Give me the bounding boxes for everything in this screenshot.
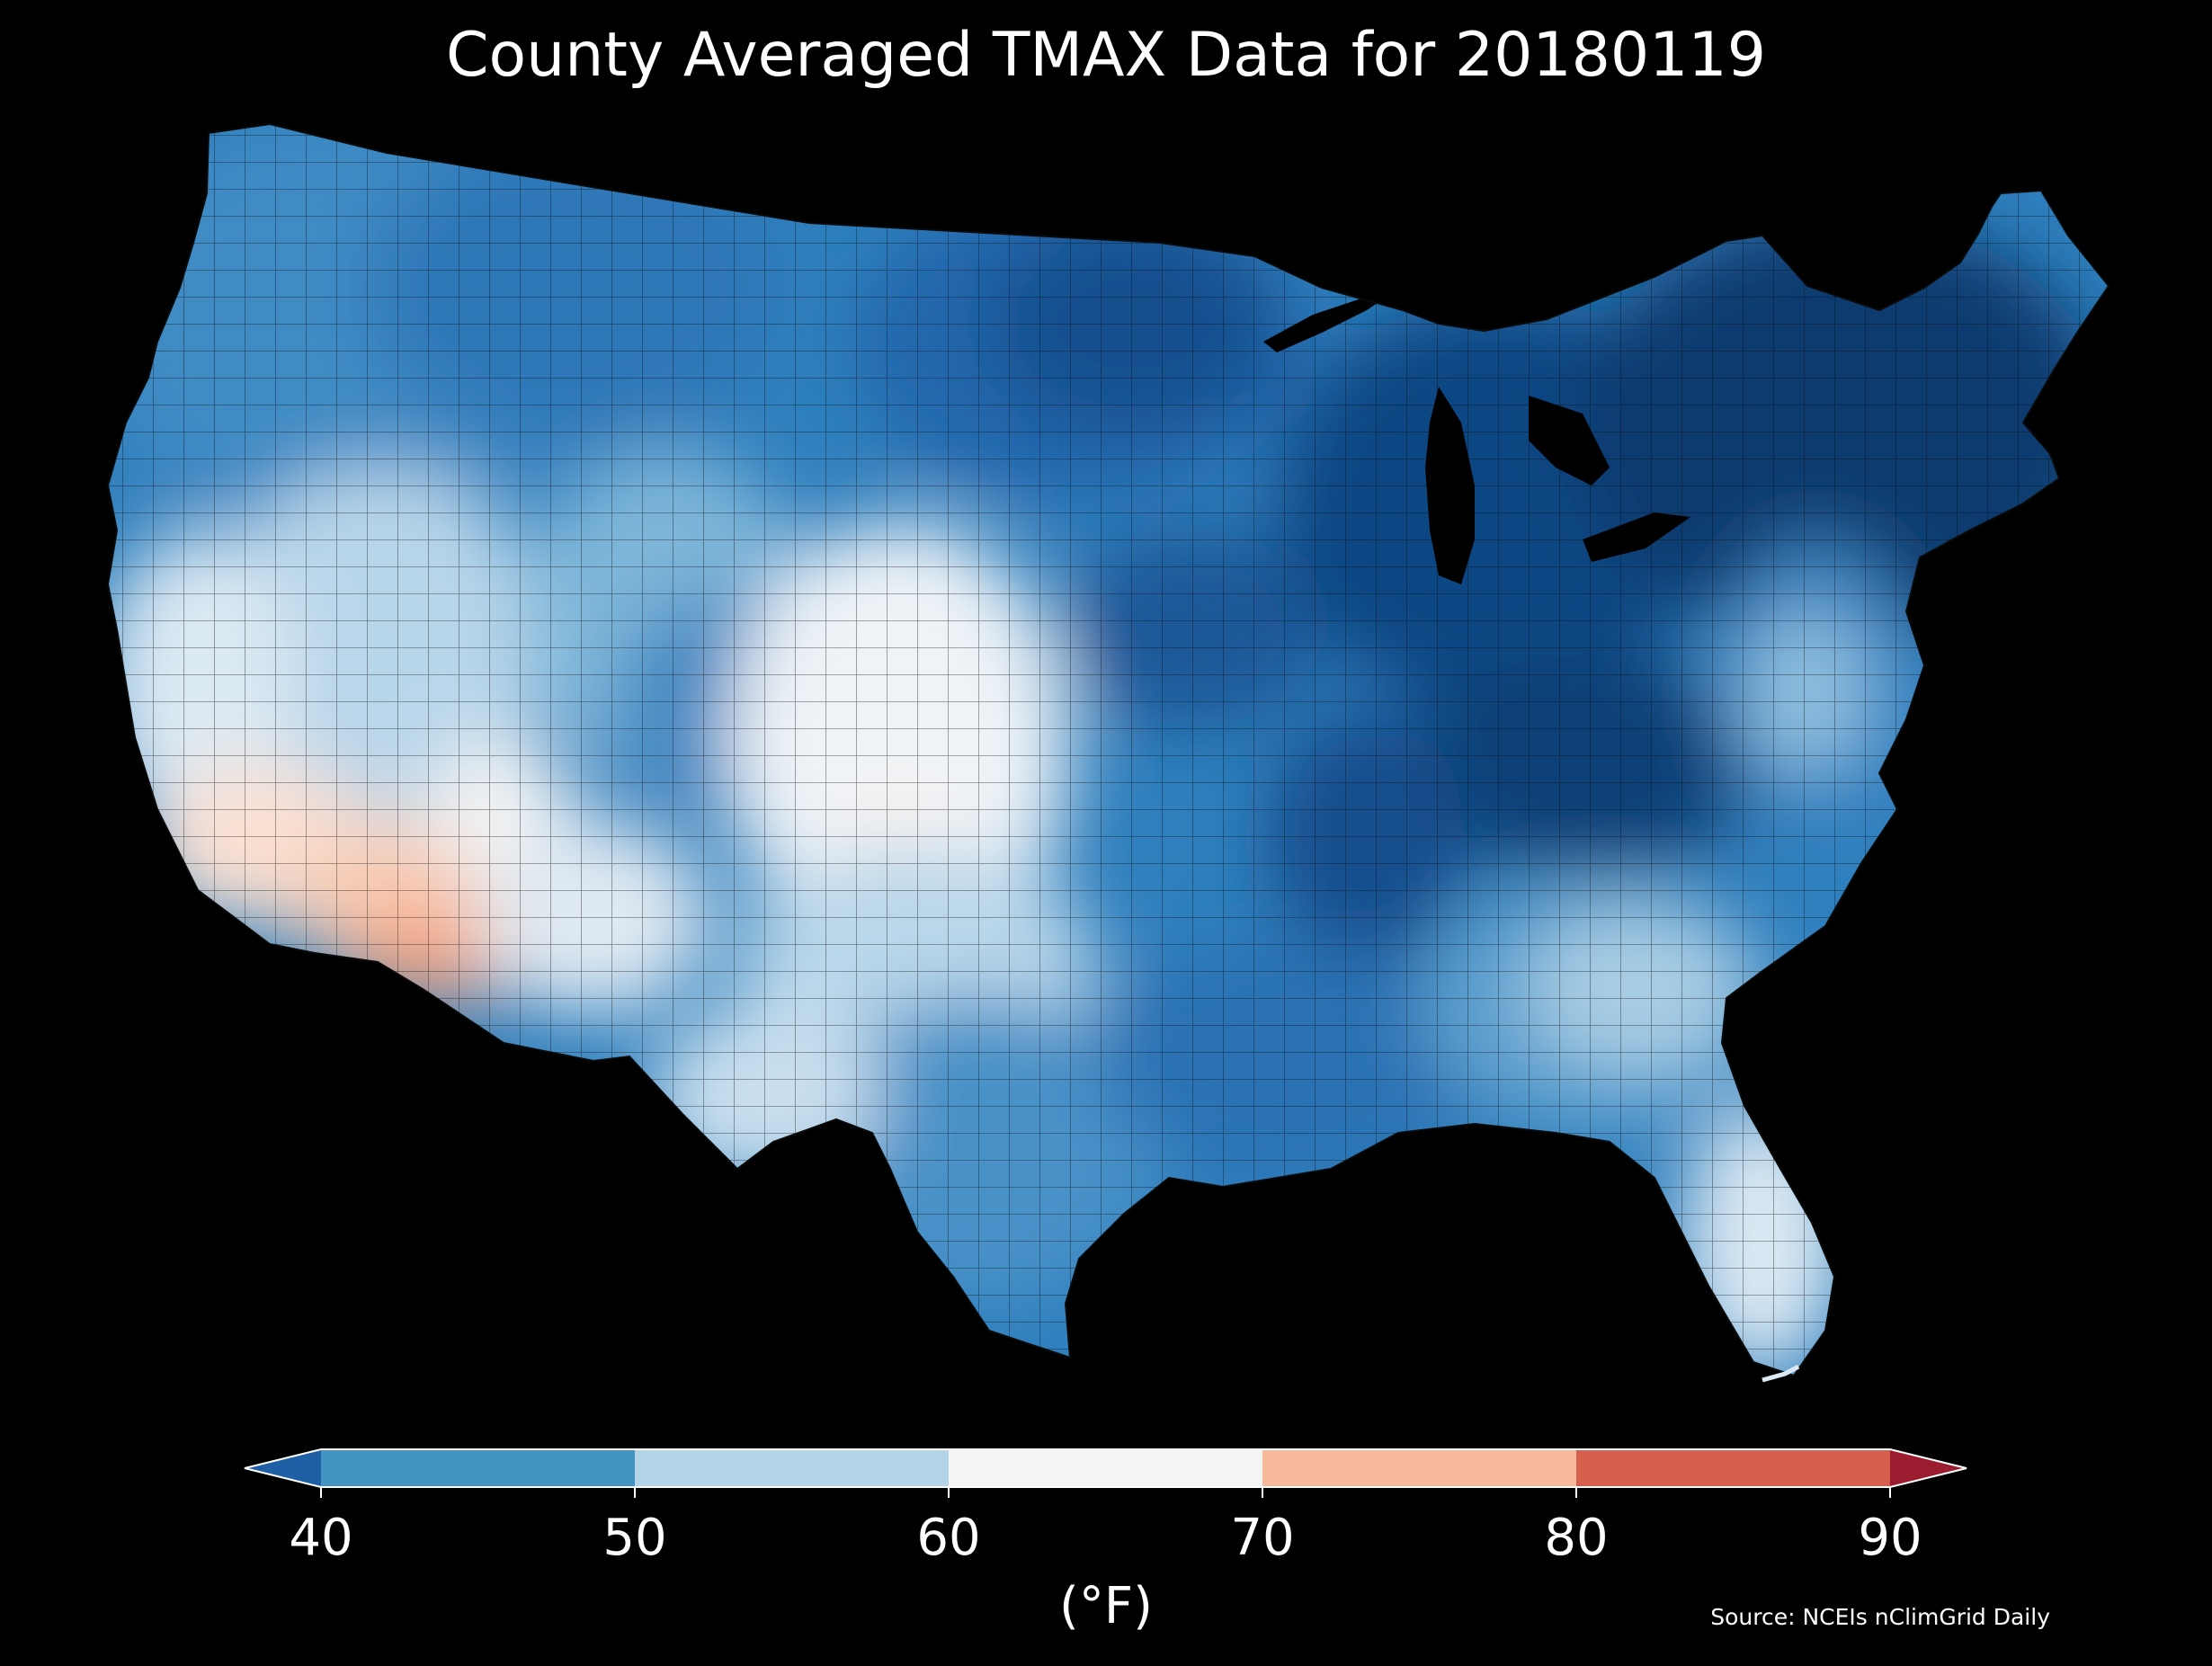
colorbar-bin-50-60 xyxy=(635,1449,950,1487)
florida-keys xyxy=(1762,1364,1800,1383)
colorbar-extend-high xyxy=(1890,1449,1967,1487)
map-title: County Averaged TMAX Data for 20180119 xyxy=(446,20,1766,91)
colorbar-bin-80-90 xyxy=(1576,1449,1891,1487)
colorbar-extend-low xyxy=(245,1449,321,1487)
colorbar-bin-40-50 xyxy=(321,1449,636,1487)
colorbar-unit-label: (°F) xyxy=(1059,1577,1153,1635)
colorbar-tick-label: 50 xyxy=(602,1509,667,1567)
lake-michigan xyxy=(1425,387,1475,584)
colorbar-tick-label: 60 xyxy=(916,1509,981,1567)
colorbar-tick-label: 70 xyxy=(1230,1509,1295,1567)
lake-erie xyxy=(1583,512,1690,562)
colorbar-tick-label: 40 xyxy=(289,1509,353,1567)
great-lakes-water xyxy=(1263,286,1690,584)
colorbar-tick-label: 90 xyxy=(1858,1509,1922,1567)
colorbar-bin-70-80 xyxy=(1262,1449,1577,1487)
lake-superior xyxy=(1263,286,1403,352)
colorbar-bin-60-70 xyxy=(949,1449,1263,1487)
lake-huron xyxy=(1529,396,1610,486)
us-outline xyxy=(106,122,2110,1377)
colorbar-tick-label: 80 xyxy=(1544,1509,1609,1567)
source-credit: Source: NCEIs nClimGrid Daily xyxy=(1710,1604,2050,1630)
